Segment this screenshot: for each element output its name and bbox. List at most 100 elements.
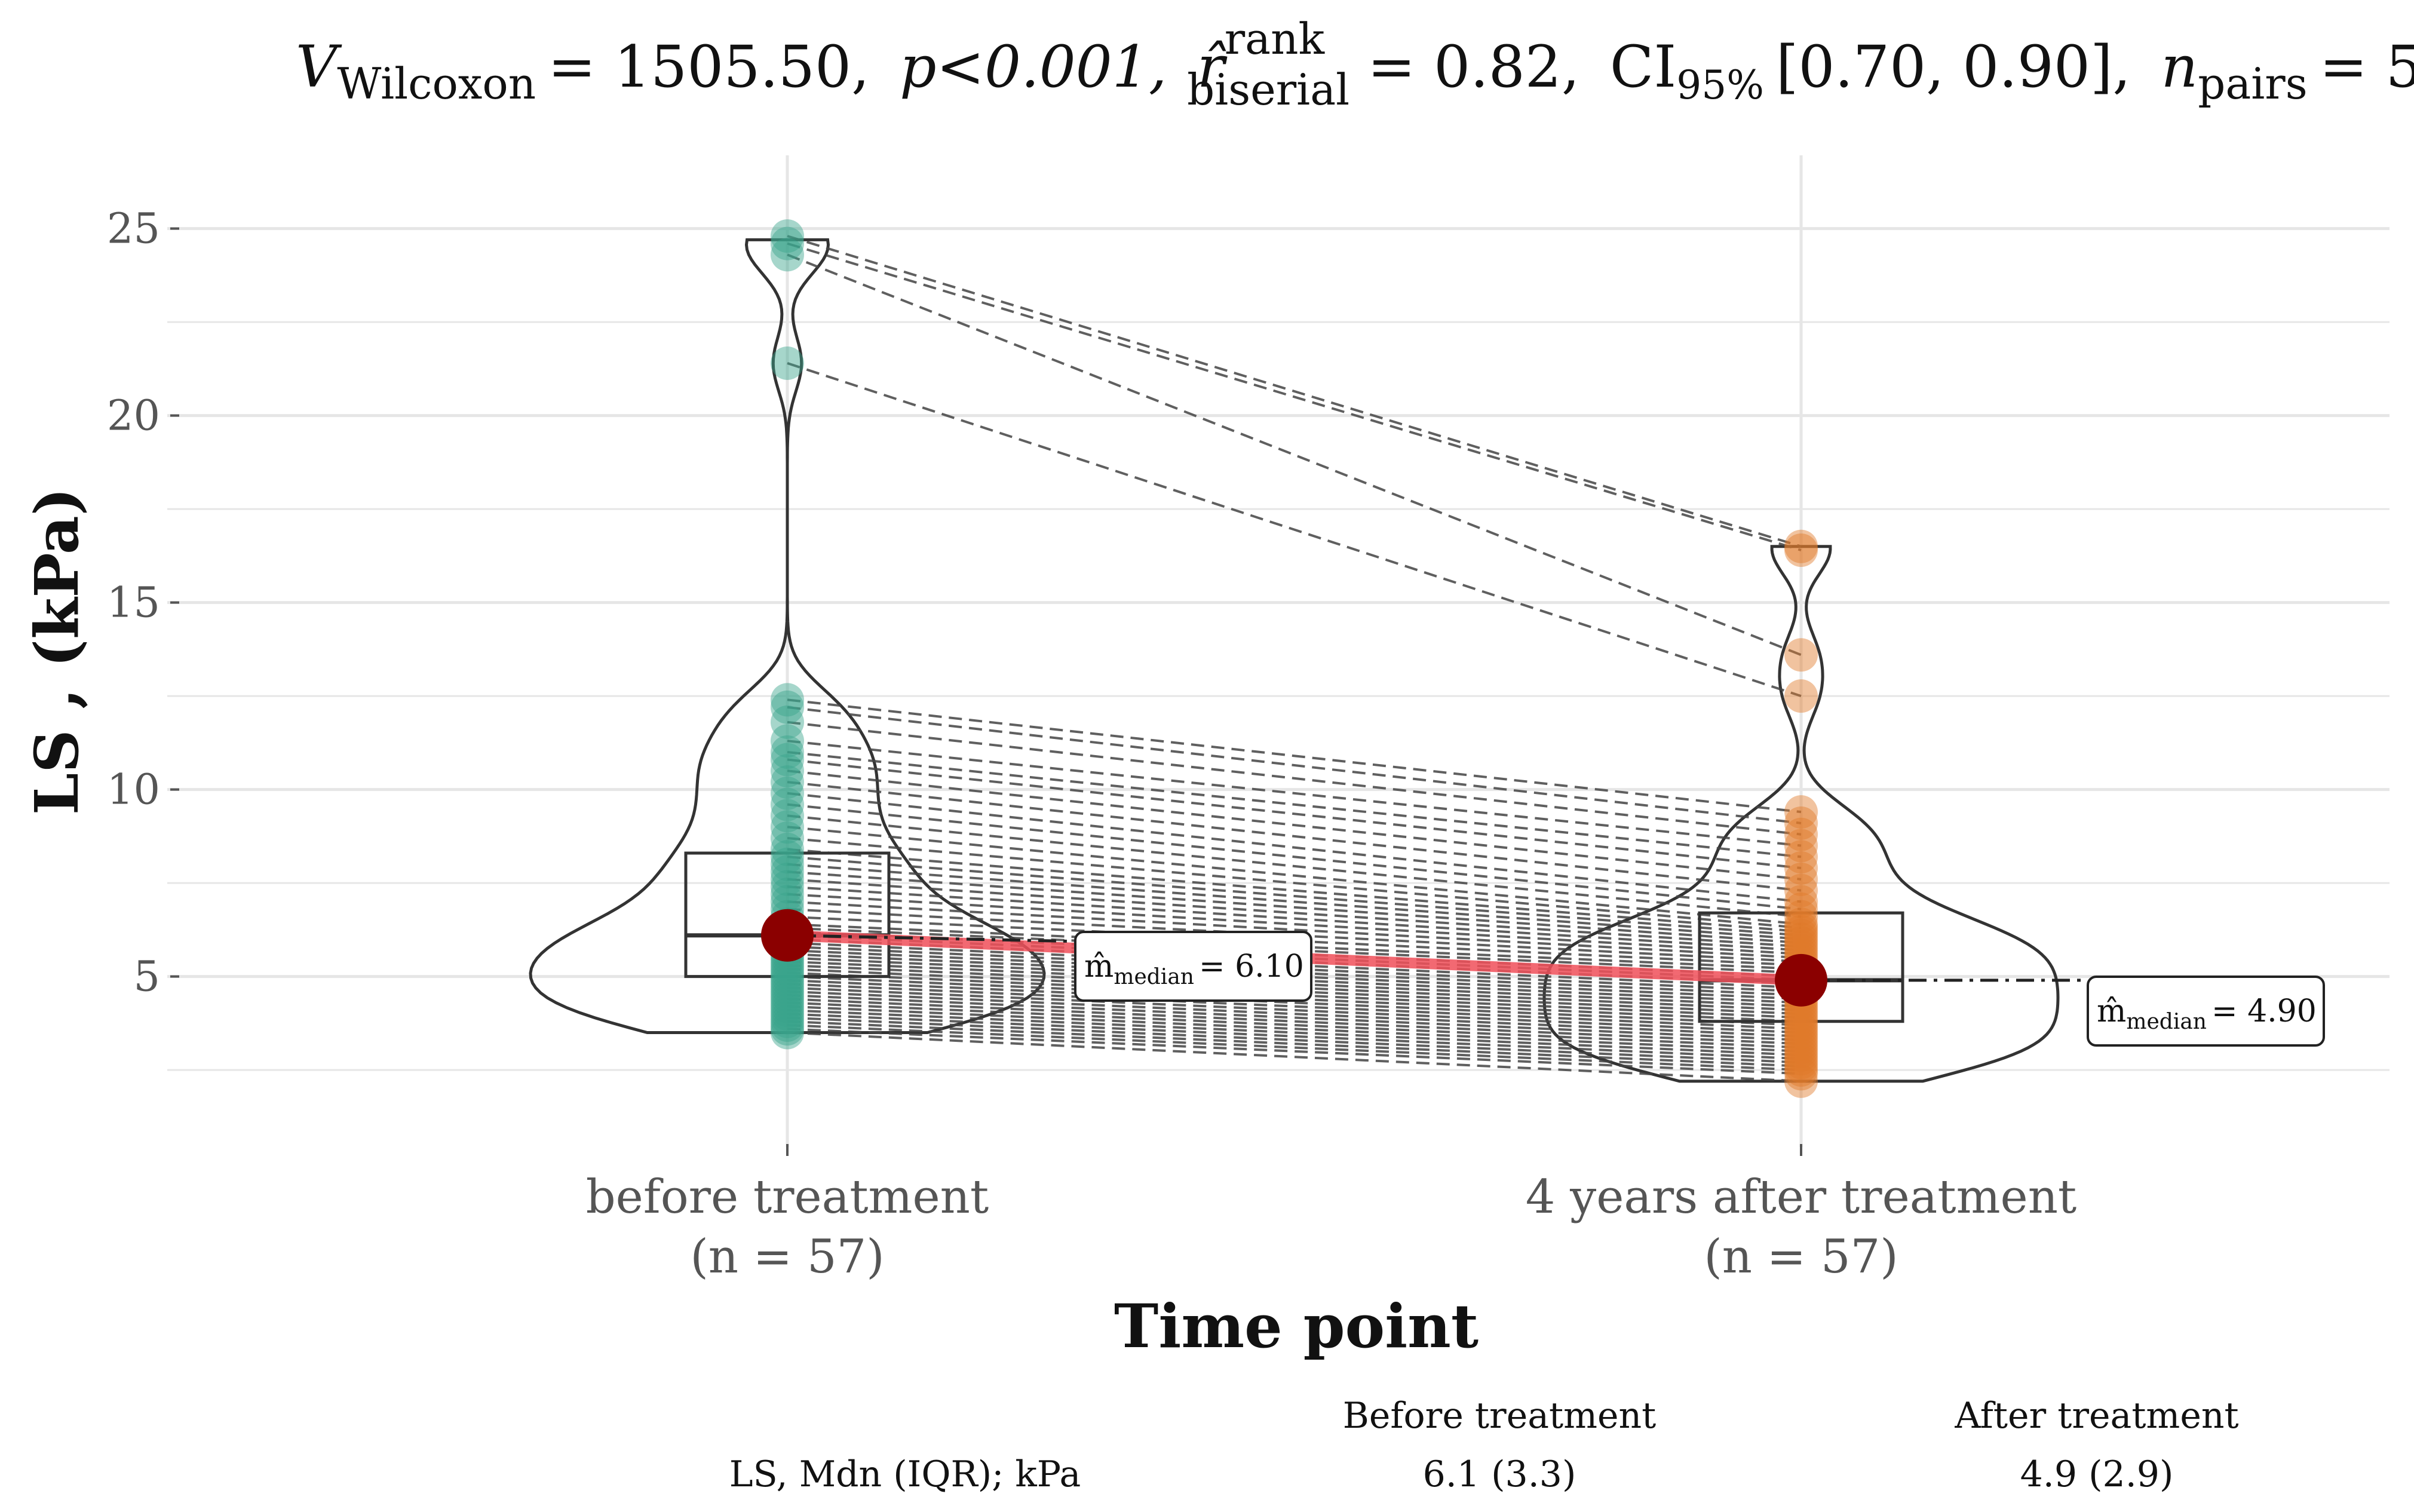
data-point-0 [771, 1012, 804, 1046]
data-point-0 [771, 1004, 804, 1038]
category-label-before: before treatment [586, 1170, 989, 1224]
data-point-0 [771, 1001, 804, 1035]
pair-line [787, 953, 1802, 1001]
data-point-0 [771, 870, 804, 904]
stat-symbol: V [296, 33, 342, 100]
data-point-1 [1784, 1053, 1818, 1087]
data-point-0 [771, 683, 804, 717]
data-point-1 [1784, 1034, 1818, 1068]
data-point-1 [1784, 930, 1818, 964]
data-point-1 [1784, 862, 1818, 896]
data-point-0 [771, 219, 804, 253]
data-point-0 [771, 986, 804, 1020]
data-point-0 [771, 959, 804, 993]
data-point-1 [1784, 1023, 1818, 1057]
stat-value: = 1505.50, [548, 33, 869, 100]
data-point-0 [771, 847, 804, 881]
pair-line [787, 253, 1802, 657]
data-point-1 [1784, 533, 1818, 567]
pair-line [787, 235, 1802, 548]
table-header-before: Before treatment [1343, 1395, 1657, 1437]
data-point-0 [771, 735, 804, 769]
pair-line [787, 968, 1802, 1016]
data-point-1 [1784, 1038, 1818, 1072]
violin-0 [529, 238, 1046, 1034]
svg-text:m̂median= 6.10: m̂median = 6.10 [1084, 949, 1304, 989]
data-point-1 [1784, 900, 1818, 934]
pair-line [787, 956, 1802, 1004]
data-point-1 [1784, 918, 1818, 952]
pair-line [787, 792, 1802, 903]
data-point-0 [771, 997, 804, 1031]
median-label-before: m̂median = 6.10 [1074, 931, 1312, 1002]
data-point-0 [771, 971, 804, 1005]
pair-line [787, 971, 1802, 1019]
category-label-after: 4 years after treatment [1526, 1170, 2077, 1224]
data-point-0 [771, 840, 804, 874]
data-point-1 [1784, 1008, 1818, 1042]
median-label-after: m̂median = 4.90 [2087, 976, 2325, 1047]
data-point-0 [771, 346, 804, 380]
pair-line [787, 826, 1802, 925]
data-point-0 [771, 855, 804, 889]
stat-sub: Wilcoxon [337, 59, 536, 109]
data-point-1 [1784, 1012, 1818, 1046]
n-value: = 57 [2320, 33, 2414, 100]
data-point-0 [771, 832, 804, 866]
data-point-1 [1784, 638, 1818, 672]
data-point-0 [771, 765, 804, 799]
pair-line [787, 706, 1802, 824]
pair-line [787, 1023, 1802, 1072]
pair-line [787, 855, 1802, 937]
data-point-1 [1784, 1057, 1818, 1091]
data-point-1 [1784, 1049, 1818, 1083]
data-point-0 [771, 956, 804, 990]
pair-line [787, 907, 1802, 963]
box-0 [684, 851, 891, 979]
pair-line [787, 720, 1802, 836]
data-point-0 [771, 877, 804, 911]
pair-line [787, 781, 1802, 892]
data-point-1 [1784, 997, 1818, 1031]
data-point-0 [771, 989, 804, 1023]
n-symbol: n [2161, 33, 2198, 100]
data-point-1 [1784, 840, 1818, 874]
pair-line [787, 740, 1802, 847]
median-label-before-symbol: m̂ [1084, 949, 1114, 985]
pair-line [787, 927, 1802, 974]
pair-lines [787, 235, 1802, 1082]
pair-line [787, 893, 1802, 956]
median-label-before-value: = 6.10 [1199, 949, 1304, 985]
data-point-1 [1784, 1064, 1818, 1098]
data-point-0 [771, 799, 804, 833]
y-tick-label: 15 [107, 578, 160, 627]
pair-line [787, 915, 1802, 967]
median-label-before-sub: median [1114, 965, 1194, 989]
data-point-1 [1784, 911, 1818, 945]
box-1 [1698, 911, 1904, 1023]
pair-line [787, 979, 1802, 1026]
data-point-1 [1784, 1045, 1818, 1079]
data-point-1 [1784, 1004, 1818, 1038]
pair-line [787, 1031, 1802, 1082]
data-point-1 [1784, 817, 1818, 851]
data-point-1 [1784, 1027, 1818, 1061]
data-point-0 [771, 967, 804, 1001]
data-point-0 [771, 978, 804, 1012]
svg-text:m̂median= 4.90: m̂median = 4.90 [2097, 993, 2317, 1034]
violin-1 [1542, 545, 2060, 1083]
pair-line [787, 975, 1802, 1023]
data-point-0 [771, 743, 804, 777]
pair-line [787, 1013, 1802, 1060]
median-label-after-sub: median [2126, 1010, 2207, 1034]
pair-line [787, 362, 1802, 698]
data-point-0 [771, 821, 804, 855]
median-point-0 [761, 909, 814, 962]
pair-line [787, 878, 1802, 948]
y-tick-label: 25 [107, 204, 160, 253]
pair-line [787, 1008, 1802, 1057]
median-point-1 [1775, 953, 1827, 1007]
pair-line [787, 986, 1802, 1034]
data-point-1 [1784, 873, 1818, 907]
